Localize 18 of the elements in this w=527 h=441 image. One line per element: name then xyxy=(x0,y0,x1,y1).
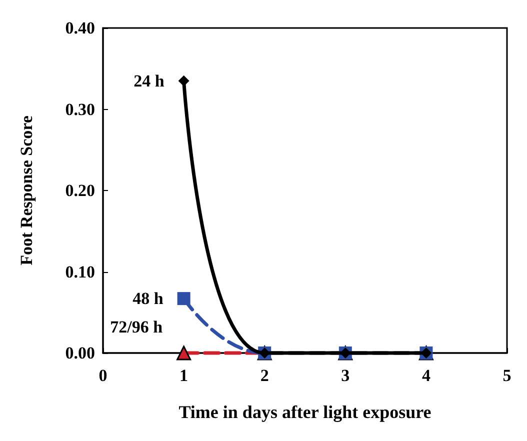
point xyxy=(178,75,190,86)
x-axis-title: Time in days after light exposure xyxy=(178,402,432,422)
series-label: 48 h xyxy=(132,289,164,308)
point xyxy=(177,292,190,306)
series-label: 72/96 h xyxy=(110,318,164,336)
y-axis-title: Foot Response Score xyxy=(17,115,36,266)
y-tick-label: 0.00 xyxy=(65,344,95,362)
y-tick-label: 0.20 xyxy=(65,181,95,200)
series-label: 24 h xyxy=(134,71,165,90)
x-tick-label: 5 xyxy=(502,366,512,385)
x-tick-label: 1 xyxy=(180,366,188,385)
y-tick-label: 0.30 xyxy=(65,100,95,119)
x-tick-label: 4 xyxy=(422,366,431,385)
x-tick-label: 2 xyxy=(260,366,269,385)
x-tick-label: 3 xyxy=(341,366,350,385)
x-tick-label: 0 xyxy=(98,366,108,385)
y-tick-label: 0.40 xyxy=(65,18,95,38)
y-tick-label: 0.10 xyxy=(65,262,95,282)
